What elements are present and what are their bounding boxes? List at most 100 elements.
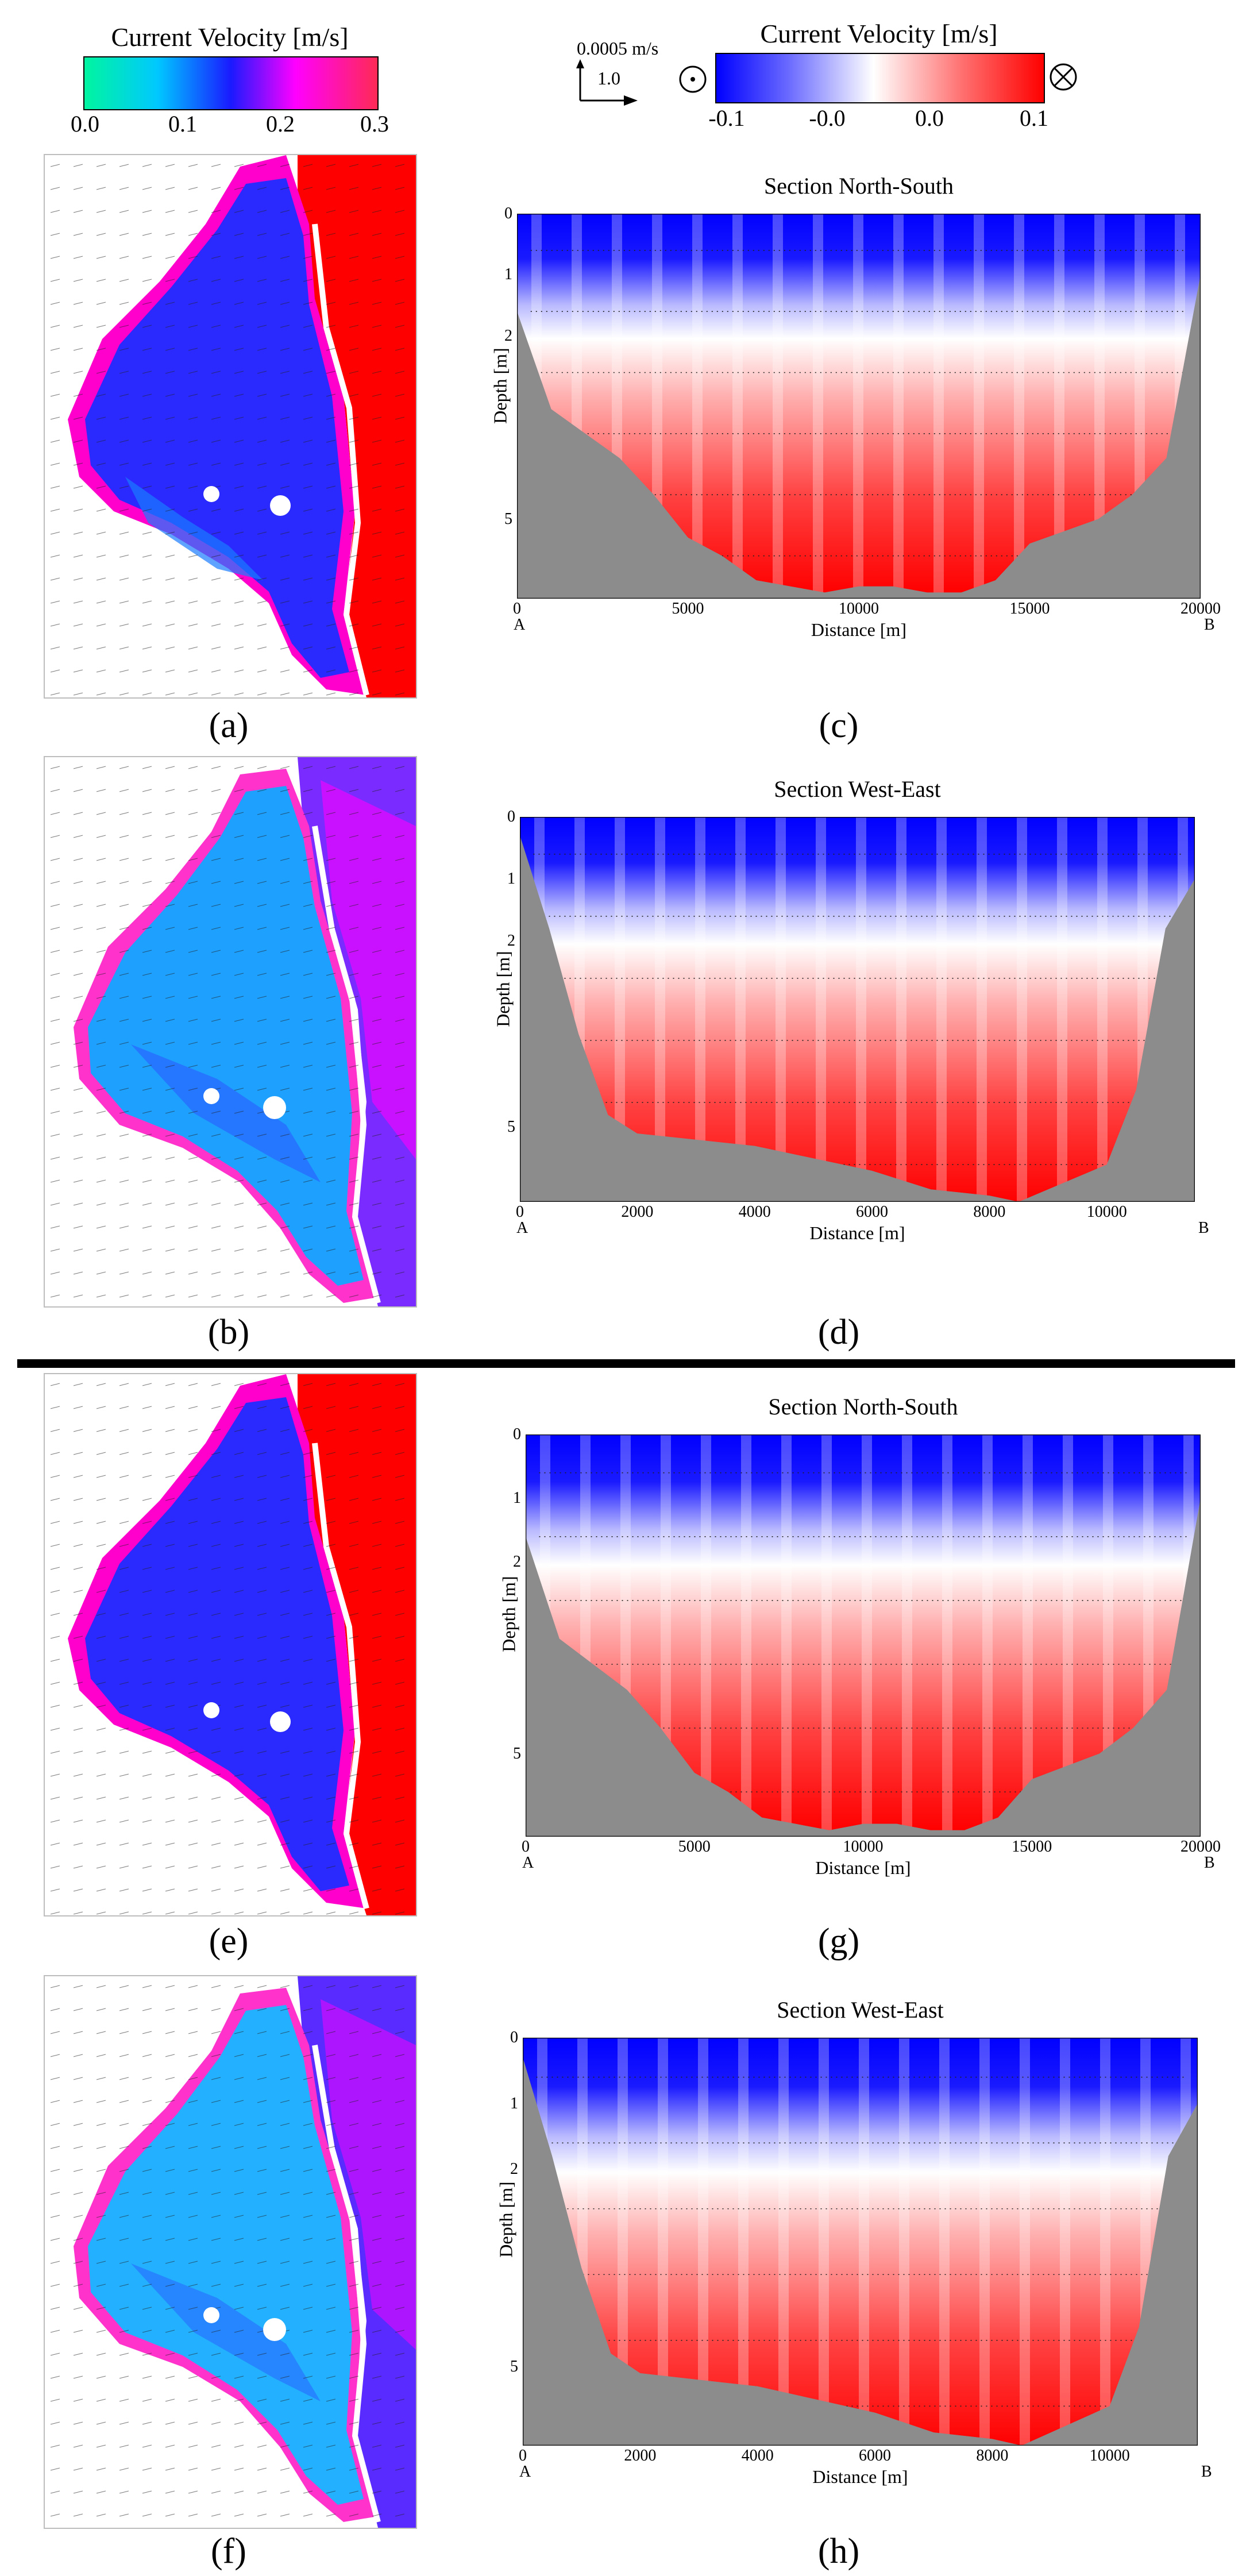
y-tick-label: 1 [510, 2094, 518, 2112]
section-chart-h: Section West-East 0 1 2 5 0 2000 4000 6000 8000 10… [496, 1996, 1221, 2502]
velocity-streaks [520, 817, 1195, 1202]
section-plot [517, 214, 1201, 599]
right-colorbar-title: Current Velocity [m/s] [760, 19, 998, 48]
x-tick-label: 6000 [856, 1203, 889, 1221]
chart-title: Section North-South [768, 1394, 958, 1420]
section-end-label: B [1204, 1854, 1215, 1872]
panel-label-g: (g) [817, 1922, 860, 1961]
y-axis-label: Depth [m] [495, 2181, 516, 2258]
x-tick-label: 5000 [672, 600, 704, 618]
x-tick-label: 4000 [738, 1203, 771, 1221]
y-tick-label: 2 [504, 326, 512, 345]
y-tick-label: 2 [513, 1553, 521, 1571]
section-divider [17, 1359, 1235, 1368]
y-tick-label: 2 [510, 2160, 518, 2178]
left-colorbar-title: Current Velocity [m/s] [111, 22, 349, 52]
x-tick-label: 15000 [1012, 1838, 1052, 1856]
section-start-label: A [516, 1219, 528, 1237]
y-tick-label: 1 [507, 870, 515, 888]
x-tick-label: 8000 [976, 2447, 1009, 2465]
left-colorbar-tick: 0.0 [71, 111, 99, 137]
plot-frame [517, 214, 1201, 599]
panel-label-c: (c) [819, 706, 859, 745]
panel-label-h: (h) [817, 2532, 860, 2571]
x-tick-label: 10000 [1089, 2447, 1130, 2465]
y-tick-label: 1 [513, 1489, 521, 1507]
x-tick-label: 10000 [843, 1838, 884, 1856]
velocity-map-a [44, 154, 417, 699]
section-end-label: B [1198, 1219, 1209, 1237]
x-tick-label: 0 [513, 600, 521, 618]
x-tick-label: 20000 [1180, 600, 1221, 618]
y-tick-label: 0 [504, 205, 512, 222]
x-tick-label: 5000 [678, 1838, 711, 1856]
section-start-label: A [519, 2463, 531, 2481]
y-axis-label: Depth [m] [489, 348, 511, 425]
section-end-label: B [1201, 2463, 1212, 2481]
section-chart-d: Section West-East 0 1 2 5 0 2000 4000 6000 8000 10… [493, 776, 1218, 1258]
y-tick-label: 2 [507, 932, 515, 950]
left-colorbar-tick: 0.2 [266, 111, 295, 137]
right-colorbar-tick: 0.1 [1020, 105, 1048, 131]
x-axis-label: Distance [m] [815, 1857, 911, 1878]
seabed-terrain [520, 835, 1195, 1202]
seabed-terrain [523, 2057, 1198, 2446]
panel-label-e: (e) [209, 1922, 249, 1961]
right-colorbar-tick: -0.0 [809, 105, 846, 131]
y-tick-label: 1 [504, 265, 512, 284]
velocity-streaks [526, 1434, 1201, 1830]
section-chart-g: Section North-South 0 1 2 5 0 5000 10000 15000 20… [499, 1393, 1224, 1893]
velocity-map-e [44, 1373, 417, 1916]
section-start-label: A [522, 1854, 534, 1872]
left-colorbar [83, 56, 379, 110]
dot-circle-icon [679, 65, 707, 93]
y-tick-label: 0 [510, 2029, 518, 2046]
panel-label-f: (f) [211, 2532, 246, 2571]
x-tick-label: 0 [516, 1203, 524, 1221]
velocity-map-f [44, 1975, 417, 2529]
x-tick-label: 4000 [741, 2447, 774, 2465]
plot-frame [520, 817, 1195, 1202]
panel-label-b: (b) [207, 1313, 250, 1352]
y-tick-label: 5 [513, 1744, 521, 1763]
x-tick-label: 0 [519, 2447, 527, 2465]
x-tick-label: 20000 [1180, 1838, 1221, 1856]
section-plot [523, 2038, 1198, 2446]
x-axis-label: Distance [m] [809, 1223, 905, 1243]
vector-scale-vertical-value: 1.0 [597, 68, 620, 88]
y-axis-label: Depth [m] [498, 1576, 519, 1652]
x-tick-label: 2000 [624, 2447, 657, 2465]
y-tick-label: 0 [513, 1425, 521, 1443]
y-tick-label: 5 [507, 1118, 515, 1136]
y-tick-label: 0 [507, 808, 515, 826]
x-axis-label: Distance [m] [812, 2466, 908, 2487]
seabed-terrain [517, 275, 1201, 599]
left-colorbar-tick: 0.3 [360, 111, 389, 137]
section-chart-c: Section North-South 0 1 2 5 0 5000 10000 15000 20… [490, 172, 1224, 655]
seabed-terrain [526, 1498, 1201, 1837]
section-start-label: A [514, 616, 526, 634]
chart-title: Section North-South [764, 173, 954, 199]
cross-circle-icon [1050, 63, 1077, 91]
panel-label-a: (a) [209, 706, 249, 745]
x-tick-label: 10000 [839, 600, 879, 618]
x-tick-label: 0 [522, 1838, 530, 1856]
right-colorbar-tick: 0.0 [915, 105, 944, 131]
vector-scale-arrows [576, 59, 638, 106]
plot-frame [526, 1434, 1201, 1837]
chart-title: Section West-East [774, 776, 941, 802]
left-colorbar-tick: 0.1 [168, 111, 197, 137]
velocity-streaks [523, 2038, 1198, 2446]
vector-scale-horizontal-value: 0.0005 m/s [577, 38, 659, 59]
right-colorbar [715, 53, 1045, 103]
x-tick-label: 15000 [1009, 600, 1050, 618]
x-tick-label: 8000 [973, 1203, 1006, 1221]
x-tick-label: 6000 [859, 2447, 892, 2465]
plot-frame [523, 2038, 1198, 2446]
section-plot [526, 1434, 1201, 1837]
x-tick-label: 10000 [1086, 1203, 1127, 1221]
right-colorbar-tick: -0.1 [708, 105, 745, 131]
y-tick-label: 5 [510, 2357, 518, 2376]
y-axis-label: Depth [m] [492, 951, 514, 1028]
section-plot [520, 817, 1195, 1202]
